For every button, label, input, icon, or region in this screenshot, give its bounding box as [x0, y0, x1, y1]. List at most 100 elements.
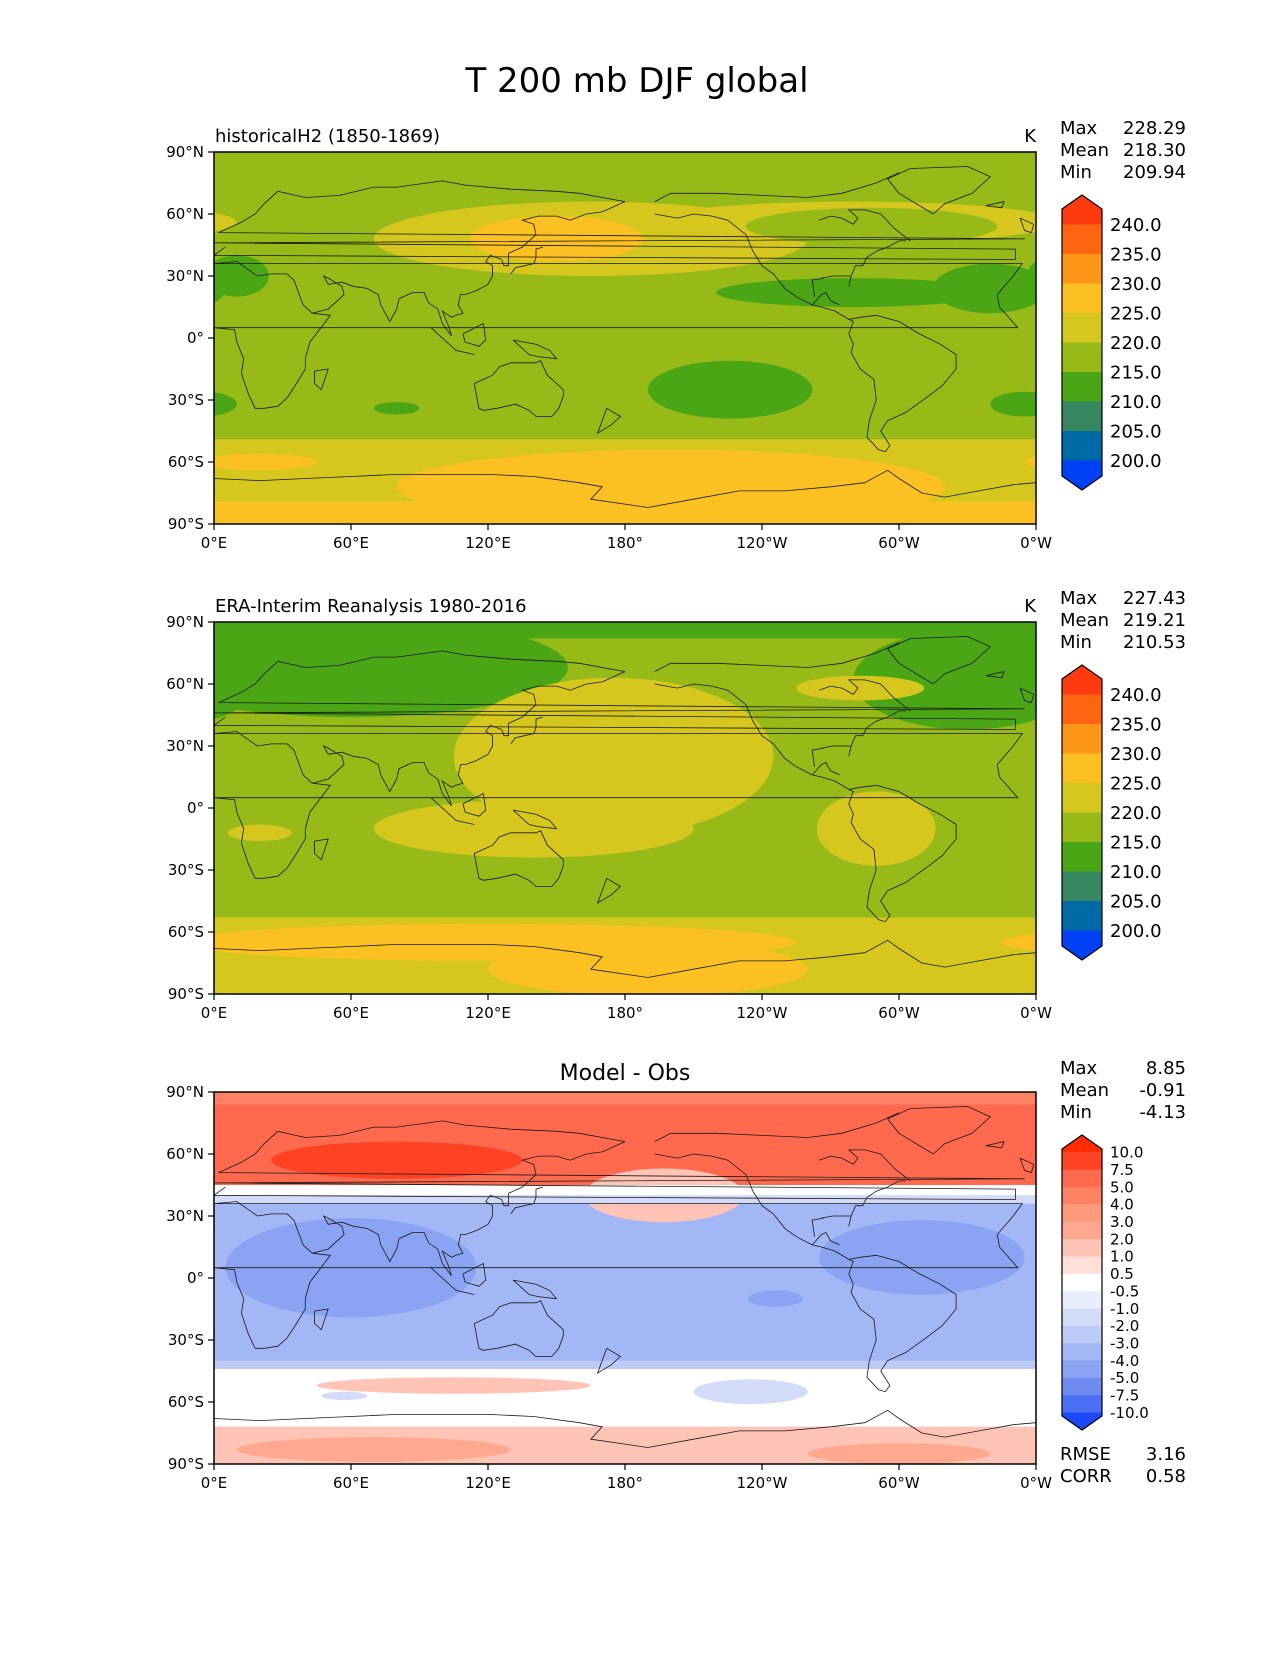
colorbar-extend-max [1062, 195, 1102, 225]
contour-band [214, 1185, 1036, 1196]
coastline [821, 1215, 852, 1227]
skill-scores: RMSE 3.16 CORR 0.58 [1060, 1444, 1186, 1487]
y-tick-label: 60°N [166, 1145, 204, 1163]
colorbar-segment [1062, 1377, 1102, 1396]
colorbar-segment [1062, 1308, 1102, 1327]
stat-value: -4.13 [1139, 1102, 1186, 1123]
colorbar-tick-label: 240.0 [1110, 215, 1162, 236]
colorbar-tick-label: 230.0 [1110, 274, 1162, 295]
colorbar-segment [1062, 401, 1102, 432]
stat-value: 210.53 [1123, 632, 1186, 653]
contour-region [748, 1290, 804, 1307]
coastline [510, 1186, 543, 1215]
contour-region [316, 1377, 591, 1394]
y-tick-label: 90°S [168, 985, 204, 1003]
stat-label: Min [1060, 632, 1092, 653]
colorbar-segment [1062, 1395, 1102, 1414]
panel-title-left: ERA-Interim Reanalysis 1980-2016 [215, 596, 527, 617]
stat-label: Max [1060, 1058, 1098, 1079]
contour-region [214, 255, 269, 297]
colorbar-tick-label: 2.0 [1110, 1230, 1134, 1248]
coastline [811, 291, 840, 306]
y-tick-label: 0° [187, 1269, 204, 1287]
coastline [654, 1153, 957, 1393]
stat-label: Min [1060, 162, 1092, 183]
stats-box: Max 8.85 Mean -0.91 Min -4.13 [1060, 1058, 1186, 1123]
x-tick-label: 0°W [1020, 1004, 1052, 1022]
colorbar-segment [1062, 1273, 1102, 1292]
contour-region [271, 1141, 523, 1179]
coastline [473, 830, 564, 887]
x-tick-label: 60°E [333, 1474, 369, 1492]
stat-label: Min [1060, 1102, 1092, 1123]
colorbar-tick-label: 210.0 [1110, 392, 1162, 413]
contour-region [214, 622, 568, 718]
stat-value: 219.21 [1123, 610, 1186, 631]
colorbar: 10.07.55.04.03.02.01.00.5-0.5-1.0-2.0-3.… [1061, 1134, 1149, 1431]
coastline [850, 240, 906, 277]
colorbar-tick-label: 5.0 [1110, 1178, 1134, 1196]
colorbar: 240.0 235.0 230.0 225.0 220.0 215.0 210.0 205.0… [1061, 194, 1162, 491]
stat-value: 8.85 [1146, 1058, 1186, 1079]
contour-region [214, 453, 317, 471]
coastline [430, 327, 475, 355]
colorbar-tick-label: -7.5 [1110, 1387, 1139, 1405]
panel-diff: Model - Obs 0°E 60°E 120°E 180° 120°W 60°W 0°W… [166, 1058, 1186, 1492]
coastline [314, 1308, 329, 1331]
colorbar-tick-label: 205.0 [1110, 891, 1162, 912]
colorbar-tick-label: 3.0 [1110, 1213, 1134, 1231]
colorbar-tick-label: -1.0 [1110, 1300, 1139, 1318]
coastline [510, 246, 543, 275]
colorbar-tick-label: 200.0 [1110, 921, 1162, 942]
coastline [214, 731, 1024, 879]
coastline [654, 642, 900, 672]
y-tick-label: 30°S [168, 391, 204, 409]
colorbar-tick-label: 210.0 [1110, 862, 1162, 883]
colorbar-tick-label: -10.0 [1110, 1404, 1149, 1422]
colorbar-tick-label: -5.0 [1110, 1369, 1139, 1387]
coastline [654, 1112, 900, 1142]
colorbar-segment [1062, 283, 1102, 314]
contour-region [373, 799, 694, 858]
contour-region [933, 263, 1036, 314]
coastline [312, 1141, 626, 1277]
coastline [818, 1149, 911, 1182]
colorbar-extend-max [1062, 665, 1102, 695]
colorbar-segment [1062, 313, 1102, 343]
colorbar-tick-label: 215.0 [1110, 832, 1162, 853]
panel-model: historicalH2 (1850-1869) K 0°E 60°E 120°E 1… [0, 118, 1186, 552]
colorbar-extend-min [1062, 1412, 1102, 1430]
colorbar-extend-min [1062, 460, 1102, 490]
contour-region [227, 824, 292, 842]
colorbar-segment [1062, 842, 1102, 872]
contour-band [214, 501, 1036, 524]
contour-region [693, 1379, 808, 1405]
colorbar-tick-label: 215.0 [1110, 362, 1162, 383]
colorbar-segment [1062, 224, 1102, 255]
y-tick-label: 60°N [166, 205, 204, 223]
colorbar-tick-label: 7.5 [1110, 1161, 1134, 1179]
contour-region [853, 630, 1036, 730]
colorbar-segment [1062, 431, 1102, 461]
coastline [214, 1120, 1025, 1200]
y-tick-label: 90°N [166, 1083, 204, 1101]
stat-value: -0.91 [1139, 1080, 1186, 1101]
coastline [811, 1231, 840, 1246]
coastline [985, 201, 1005, 209]
colorbar-segment [1062, 1221, 1102, 1240]
coastlines [214, 166, 1036, 508]
x-tick-label: 60°E [333, 534, 369, 552]
colorbar-segment [1062, 812, 1102, 843]
stat-label: Mean [1060, 610, 1109, 631]
colorbar-tick-label: -3.0 [1110, 1334, 1139, 1352]
contour-band [214, 622, 1036, 639]
contour-region [0, 208, 175, 245]
coastline [886, 1106, 992, 1155]
colorbar-tick-label: 240.0 [1110, 685, 1162, 706]
colorbar-segment [1062, 1343, 1102, 1362]
x-tick-label: 60°E [333, 1004, 369, 1022]
colorbar-tick-label: 220.0 [1110, 803, 1162, 824]
y-tick-label: 60°S [168, 923, 204, 941]
stat-label: Mean [1060, 1080, 1109, 1101]
x-tick-label: 180° [607, 1004, 643, 1022]
